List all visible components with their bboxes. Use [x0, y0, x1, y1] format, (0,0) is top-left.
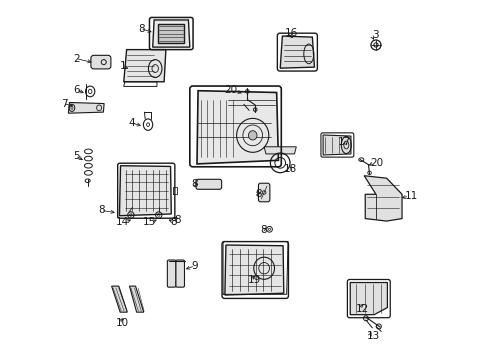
Bar [158, 24, 184, 43]
Text: 2: 2 [73, 54, 80, 64]
Text: 8: 8 [99, 205, 105, 215]
Polygon shape [68, 103, 104, 113]
Text: 12: 12 [355, 303, 368, 314]
Text: 17: 17 [337, 138, 350, 148]
Text: 8: 8 [260, 225, 266, 235]
Polygon shape [264, 147, 296, 154]
Text: 8: 8 [170, 217, 177, 227]
Text: 7: 7 [61, 99, 67, 109]
Text: 3: 3 [372, 30, 379, 40]
FancyBboxPatch shape [196, 179, 221, 189]
Ellipse shape [248, 131, 257, 140]
Polygon shape [349, 283, 386, 315]
Text: 14: 14 [116, 217, 129, 227]
FancyBboxPatch shape [91, 55, 111, 69]
Polygon shape [129, 286, 143, 312]
Polygon shape [119, 166, 171, 216]
Text: 5: 5 [73, 151, 80, 161]
Text: 20: 20 [369, 158, 383, 168]
FancyBboxPatch shape [258, 183, 269, 202]
Text: 16: 16 [285, 28, 298, 38]
Polygon shape [152, 20, 189, 47]
Polygon shape [364, 176, 401, 221]
Text: 9: 9 [190, 261, 197, 271]
Text: 11: 11 [405, 191, 418, 201]
Text: 19: 19 [247, 275, 261, 285]
Text: 1: 1 [120, 61, 126, 71]
Text: 8: 8 [173, 215, 180, 225]
Text: 4: 4 [129, 118, 135, 128]
Polygon shape [111, 286, 127, 312]
FancyBboxPatch shape [176, 260, 184, 287]
Text: 13: 13 [366, 332, 380, 342]
Text: 18: 18 [284, 164, 297, 174]
Polygon shape [323, 135, 350, 155]
Text: 8: 8 [138, 23, 144, 33]
Text: 20: 20 [224, 85, 237, 95]
Text: 8: 8 [255, 189, 261, 199]
Polygon shape [280, 36, 314, 68]
Text: 6: 6 [73, 85, 80, 95]
Polygon shape [224, 245, 283, 295]
Text: 15: 15 [142, 217, 156, 227]
FancyBboxPatch shape [167, 260, 176, 287]
Text: 8: 8 [191, 179, 198, 189]
Polygon shape [123, 50, 165, 82]
Text: 10: 10 [116, 318, 129, 328]
Polygon shape [197, 91, 278, 164]
